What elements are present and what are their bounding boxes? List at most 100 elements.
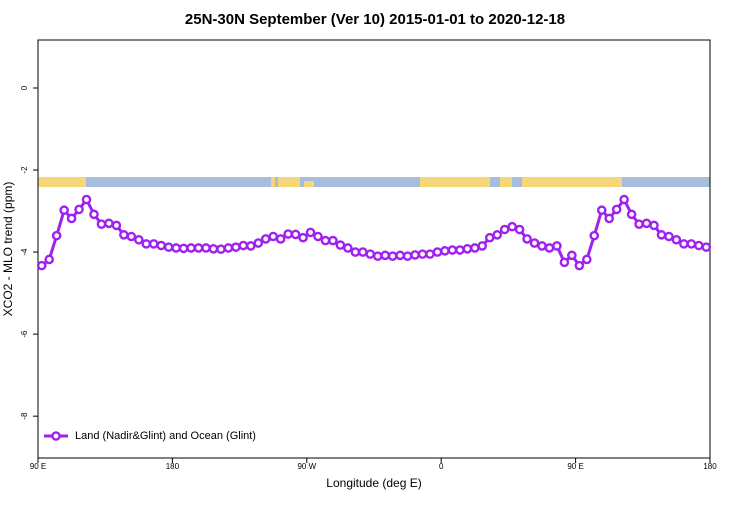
x-tick-label: 90 W — [297, 462, 316, 471]
data-point — [66, 213, 77, 224]
x-tick-label: 90 E — [30, 462, 46, 471]
data-point — [223, 243, 234, 253]
data-point — [469, 243, 480, 253]
data-point — [350, 247, 361, 257]
x-tick-label: 0 — [439, 462, 444, 471]
data-point — [664, 231, 674, 242]
data-point — [298, 232, 308, 243]
chart-title: 25N-30N September (Ver 10) 2015-01-01 to… — [185, 11, 565, 28]
data-point — [582, 254, 592, 265]
data-point — [544, 243, 555, 253]
data-point — [81, 194, 92, 205]
data-point — [51, 230, 62, 241]
data-point — [275, 234, 286, 244]
data-point — [74, 204, 84, 215]
data-point — [59, 205, 69, 216]
data-point — [141, 239, 152, 249]
data-point — [44, 254, 55, 265]
data-point — [216, 244, 226, 255]
data-point — [328, 235, 338, 246]
data-point — [96, 219, 107, 229]
data-point — [492, 230, 503, 240]
legend-label: Land (Nadir&Glint) and Ocean (Glint) — [75, 430, 256, 442]
data-point — [283, 229, 293, 239]
data-point — [611, 204, 622, 215]
data-point — [447, 245, 458, 255]
data-point — [208, 243, 219, 254]
legend-marker — [51, 431, 61, 441]
data-point — [559, 257, 570, 268]
data-point — [626, 209, 637, 220]
data-point — [477, 241, 488, 251]
data-point — [372, 251, 383, 261]
data-point — [178, 243, 189, 254]
data-point — [320, 235, 331, 246]
x-tick-label: 180 — [166, 462, 180, 471]
data-point — [36, 260, 47, 271]
data-point — [425, 249, 435, 259]
data-point — [686, 239, 697, 249]
data-point — [649, 220, 659, 231]
y-tick-label: -2 — [20, 166, 29, 174]
data-point — [231, 242, 241, 252]
data-point — [148, 239, 159, 249]
data-point — [193, 243, 204, 253]
y-tick-label: -4 — [20, 248, 29, 256]
data-point — [186, 243, 196, 253]
data-point — [201, 243, 211, 253]
data-point — [410, 250, 420, 260]
data-point — [171, 243, 181, 253]
data-point — [343, 243, 353, 253]
data-point — [455, 245, 465, 255]
data-point — [552, 241, 562, 251]
data-point — [357, 247, 368, 257]
data-point — [111, 220, 122, 231]
data-point — [387, 251, 398, 261]
x-tick-label: 180 — [703, 462, 717, 471]
data-point — [656, 230, 667, 240]
data-point — [484, 232, 495, 243]
data-point — [402, 251, 413, 261]
y-tick-label: 0 — [20, 85, 29, 90]
data-point — [514, 224, 525, 235]
data-point — [268, 231, 279, 242]
data-point — [395, 250, 405, 261]
data-point — [119, 230, 129, 240]
plot-frame — [37, 39, 711, 459]
data-point — [133, 234, 144, 245]
data-point — [104, 218, 114, 229]
data-point — [313, 231, 323, 242]
data-point — [89, 209, 99, 220]
x-axis-label: Longitude (deg E) — [326, 476, 421, 490]
data-point — [290, 229, 301, 240]
data-point — [522, 234, 532, 244]
data-point — [253, 238, 264, 248]
data-point — [567, 250, 577, 261]
data-point — [238, 240, 249, 251]
data-point — [335, 240, 346, 250]
data-point — [432, 247, 443, 257]
data-point — [365, 249, 376, 259]
data-point — [679, 239, 689, 249]
data-point — [529, 238, 540, 248]
data-point — [671, 234, 682, 245]
map-strip — [38, 177, 710, 187]
data-point — [440, 246, 450, 256]
data-point — [305, 227, 316, 238]
y-axis-label: XCO2 - MLO trend (ppm) — [1, 182, 15, 317]
data-point — [260, 234, 271, 244]
data-point — [163, 242, 174, 252]
data-point — [589, 230, 600, 241]
data-point — [507, 221, 517, 232]
data-point — [499, 224, 510, 235]
y-tick-label: -8 — [20, 412, 29, 420]
data-point — [619, 194, 629, 205]
data-point — [641, 218, 652, 229]
y-tick-label: -6 — [20, 330, 29, 338]
x-tick-label: 90 E — [567, 462, 583, 471]
data-point — [245, 241, 256, 251]
data-point — [126, 231, 137, 242]
data-point — [537, 241, 547, 251]
data-point — [380, 250, 391, 261]
